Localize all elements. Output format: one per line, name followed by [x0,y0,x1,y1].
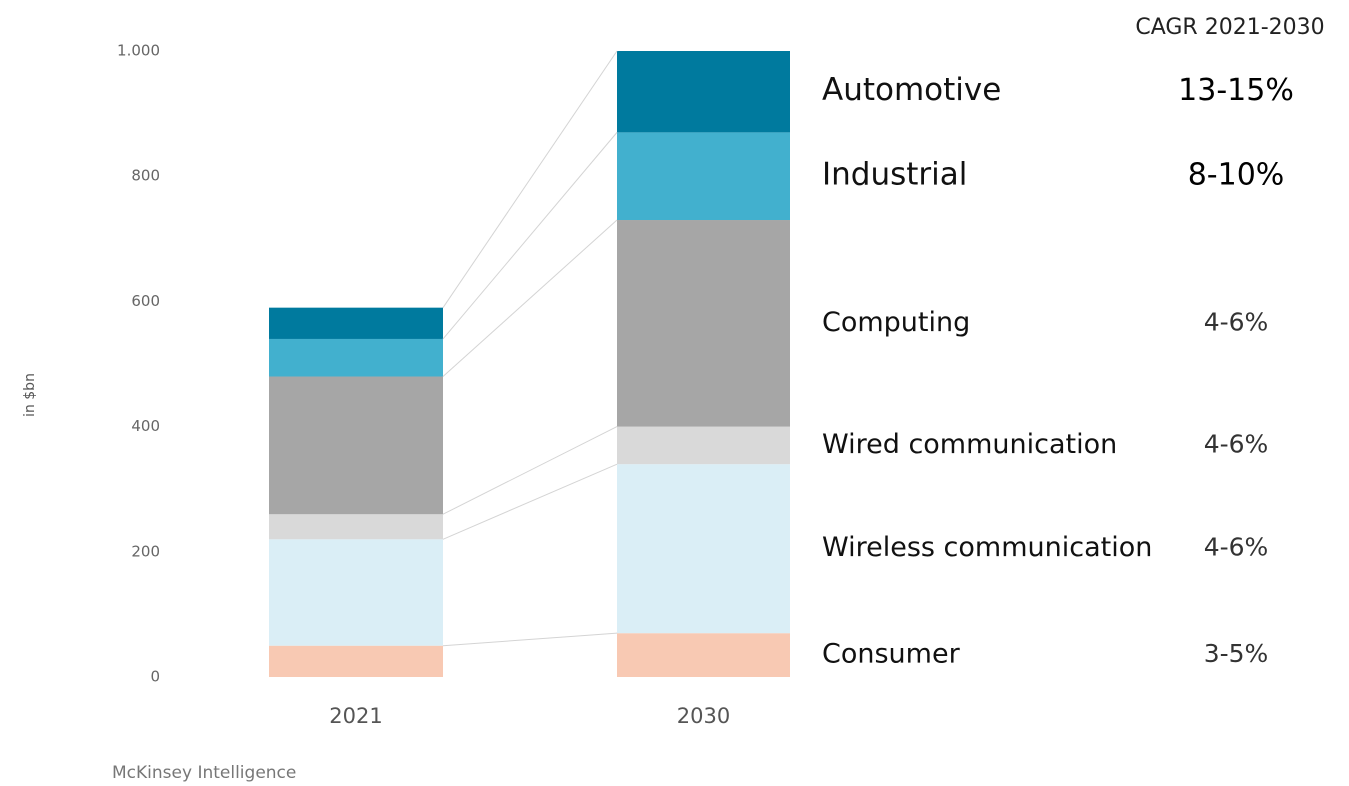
connector-line [442,50,618,308]
cagr-value: 3-5% [1204,639,1269,668]
y-tick-label: 800 [131,167,160,185]
bar-segment [269,539,443,646]
bar-segment [269,307,443,339]
cagr-value: 13-15% [1178,73,1294,108]
x-tick-label: 2021 [329,704,382,728]
connector-line [442,219,618,377]
connector-line [442,463,618,540]
x-tick-label: 2030 [677,704,730,728]
cagr-value: 4-6% [1204,429,1269,458]
connector-line [442,632,618,647]
y-tick-label: 200 [131,542,160,560]
segment-label: Consumer [822,639,961,670]
cagr-value: 4-6% [1204,533,1269,562]
bar-segment [617,633,790,677]
segment-label: Industrial [822,157,967,193]
cagr-value: 4-6% [1204,307,1269,336]
connector-line [442,132,618,340]
y-tick-label: 0 [150,668,160,686]
connector-line [442,426,618,515]
bar-segment [617,464,790,634]
bar-segment [617,426,790,465]
bar-segment [269,514,443,540]
segment-label: Automotive [822,72,1001,108]
segment-label: Wired communication [822,429,1117,460]
cagr-header: CAGR 2021-2030 [1135,15,1324,40]
y-tick-label: 1.000 [117,42,160,60]
bar-segment [269,645,443,677]
y-tick-label: 600 [131,292,160,310]
bar-segment [617,132,790,221]
y-axis-label: in $bn [22,373,38,417]
bar-segment [269,376,443,515]
segment-label: Computing [822,307,970,338]
bar-segment [617,220,790,427]
bar-segment [269,338,443,377]
segment-label: Wireless communication [822,532,1152,563]
y-tick-label: 400 [131,417,160,435]
bar-segment [617,51,790,133]
source: McKinsey Intelligence [112,763,296,783]
cagr-value: 8-10% [1188,158,1285,193]
